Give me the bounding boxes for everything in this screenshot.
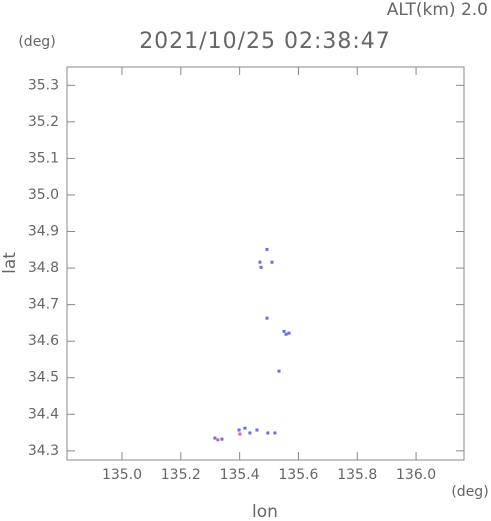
point (277, 369, 281, 373)
chart-title: 2021/10/25 02:38:47 (139, 29, 391, 54)
x-tick-label: 135.0 (102, 467, 142, 483)
point (243, 426, 247, 430)
y-tick-label: 34.9 (28, 224, 59, 240)
x-axis-label: lon (252, 502, 278, 521)
point (216, 438, 220, 442)
point (287, 331, 291, 335)
y-tick-label: 34.6 (28, 333, 59, 349)
point (282, 329, 286, 333)
point (248, 431, 252, 435)
y-tick-label: 35.0 (28, 187, 59, 203)
point (238, 432, 242, 436)
point (259, 265, 263, 269)
y-tick-label: 35.3 (28, 77, 59, 93)
x-tick-label: 135.4 (220, 467, 260, 483)
x-tick-label: 135.8 (337, 467, 377, 483)
point (258, 260, 262, 264)
y-unit: (deg) (18, 34, 55, 50)
y-tick-label: 35.1 (28, 150, 59, 166)
point (265, 316, 269, 320)
y-tick-label: 34.8 (28, 260, 59, 276)
point (265, 247, 269, 251)
x-unit: (deg) (451, 484, 488, 500)
y-tick-label: 35.2 (28, 114, 59, 130)
x-tick-label: 135.6 (278, 467, 318, 483)
point (237, 428, 241, 432)
point (266, 431, 270, 435)
plot-frame (66, 66, 465, 461)
point (255, 428, 259, 432)
y-tick-label: 34.7 (28, 297, 59, 313)
point (220, 437, 224, 441)
y-tick-label: 34.4 (28, 406, 59, 422)
y-tick-label: 34.5 (28, 370, 59, 386)
point (284, 332, 288, 336)
point (270, 260, 274, 264)
y-tick-label: 34.3 (28, 443, 59, 459)
point (213, 436, 217, 440)
y-axis-label: lat (0, 252, 20, 274)
x-tick-label: 136.0 (396, 467, 436, 483)
point (273, 431, 277, 435)
subtitle: ALT(km) 2.0 (387, 0, 488, 20)
x-tick-label: 135.2 (161, 467, 201, 483)
